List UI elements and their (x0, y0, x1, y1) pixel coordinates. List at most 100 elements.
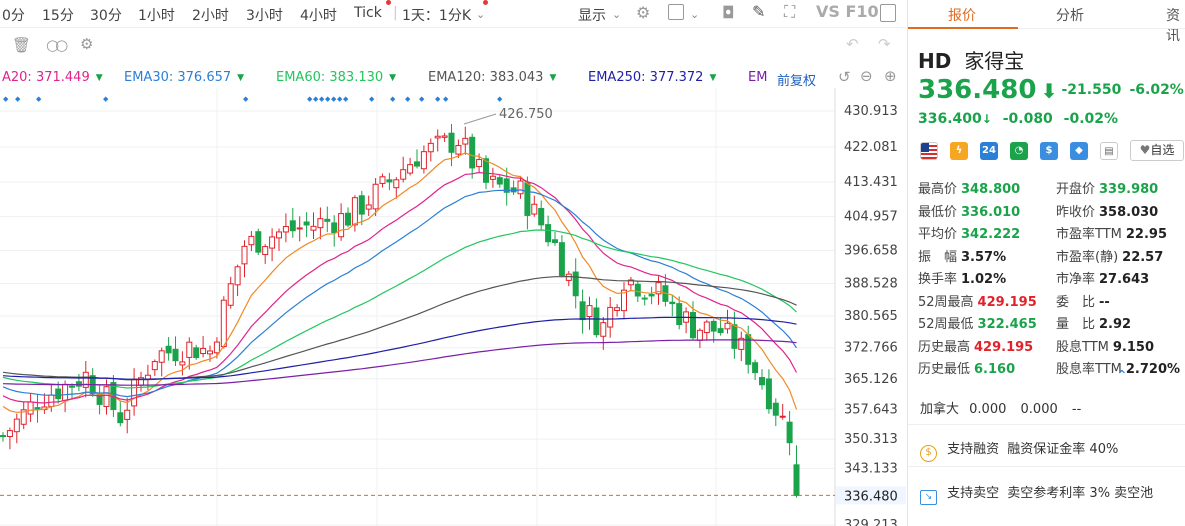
stat-row: 市盈率TTM 22.95 (1056, 223, 1167, 242)
interval-30min[interactable]: 30分 (90, 8, 122, 24)
stat-row: 市盈率(静) 22.57 (1056, 246, 1163, 265)
interval-4h[interactable]: 4小时 (300, 8, 337, 24)
ema120-toggle-icon[interactable]: ▼ (549, 73, 557, 83)
candle-body (351, 197, 358, 226)
signal-marker: ◆ (337, 95, 343, 103)
candle-body (759, 377, 765, 386)
short-row[interactable]: ↘ 支持卖空 卖空参考利率 3% 卖空池 (920, 482, 1185, 505)
y-tick-label: 422.081 (844, 140, 898, 155)
interval-tick[interactable]: Tick (354, 5, 382, 21)
compare-f10-button[interactable]: VS F10 (816, 2, 879, 21)
candle-body (317, 218, 324, 229)
us-flag-icon[interactable] (920, 142, 938, 160)
trash-icon[interactable]: 🗑 (12, 36, 32, 54)
stat-label: 52周最高 (918, 294, 974, 310)
ema120-value: 383.043 (489, 70, 544, 85)
ema20-toggle-icon[interactable]: ▼ (95, 73, 103, 83)
stat-label: 股息率TTM (1056, 362, 1122, 377)
ema60-toggle-icon[interactable]: ▼ (389, 73, 397, 83)
stat-value: -- (1099, 294, 1110, 310)
collapse-chevron-icon[interactable]: ⌃ (1116, 368, 1128, 384)
candle-body (745, 334, 752, 365)
lightning-icon[interactable]: ϟ (950, 142, 968, 160)
link-icon[interactable]: ○○ (46, 36, 68, 54)
note-icon[interactable]: ▤ (1100, 142, 1118, 160)
candle-body (276, 231, 282, 239)
stat-value: 322.465 (977, 317, 1037, 332)
interval-1min[interactable]: 0分 (2, 8, 25, 24)
interval-1h[interactable]: 1小时 (138, 8, 175, 24)
candlestick-chart[interactable]: 430.913 422.081 413.431 404.957 396.658 388.5… (0, 88, 906, 526)
ema250-toggle-icon[interactable]: ▼ (709, 73, 717, 83)
post-change: -0.080 (1002, 111, 1053, 127)
candle-body (531, 203, 538, 215)
stat-row: 委 比 -- (1056, 291, 1110, 310)
candle-body (607, 306, 614, 328)
margin-row[interactable]: $ 支持融资 融资保证金率 40% (920, 438, 1185, 462)
settings-icon[interactable]: ⚙ (80, 35, 94, 53)
pencil-icon[interactable]: ✎ (752, 2, 766, 21)
undo-icon[interactable]: ↶ (846, 35, 859, 53)
candle-body (420, 151, 427, 170)
down-arrow-icon: ⬇ (1040, 79, 1058, 103)
ema30-name: EMA30: (124, 70, 174, 85)
stat-label: 平均价 (918, 227, 958, 242)
candle-body (552, 239, 558, 244)
gear-icon[interactable]: ⚙ (636, 3, 651, 22)
stat-value: 358.030 (1099, 204, 1159, 220)
stat-row: 平均价 342.222 (918, 223, 1020, 242)
display-menu[interactable]: 显示 (578, 8, 606, 24)
stat-value: 2.720% (1125, 362, 1181, 377)
redo-icon[interactable]: ↷ (878, 35, 891, 53)
post-price: 336.400 (918, 111, 982, 127)
hours-24-icon[interactable]: 24 (980, 142, 998, 160)
candle-body (310, 225, 317, 231)
margin-title: 支持融资 (947, 442, 1000, 457)
add-watchlist-button[interactable]: ♥自选 (1130, 140, 1184, 161)
stat-row: 52周最低 322.465 (918, 313, 1037, 332)
stat-row: 历史最低 6.160 (918, 358, 1015, 377)
signal-marker: ◆ (36, 95, 42, 103)
ema30-toggle-icon[interactable]: ▼ (237, 73, 245, 83)
adjust-mode-button[interactable]: 前复权 (777, 74, 817, 89)
ema250-name: EMA250: (588, 70, 646, 85)
checkbox-chevron-icon[interactable]: ⌄ (690, 8, 700, 21)
ema-legend: A20: 371.449 ▼ EMA30: 376.657 ▼ EMA60: 383… (0, 66, 906, 89)
candle-body (220, 299, 227, 348)
tab-divider (908, 28, 1185, 29)
candle-body (262, 246, 269, 256)
signal-marker: ◆ (443, 95, 449, 103)
chart-badge-icon[interactable]: ◔ (1010, 142, 1028, 160)
candle-body (117, 412, 124, 424)
stat-value: 3.57% (961, 249, 1007, 265)
zoom-in-icon[interactable]: ⊕ (884, 67, 897, 85)
candle-body (193, 347, 200, 359)
chevron-down-icon[interactable]: ⌄ (476, 8, 486, 21)
stat-value: 22.95 (1125, 227, 1167, 242)
ema120-name: EMA120: (428, 70, 486, 85)
ema20-value: 371.449 (35, 70, 90, 85)
checkbox-icon[interactable] (668, 4, 684, 20)
candle-body (296, 227, 303, 230)
camera-icon[interactable]: ◘ (722, 3, 735, 22)
interval-15min[interactable]: 15分 (42, 8, 74, 24)
candle-body (669, 301, 676, 305)
stat-label: 市盈率(静) (1056, 249, 1119, 265)
dollar-icon[interactable]: $ (1040, 142, 1058, 160)
interval-3h[interactable]: 3小时 (246, 8, 283, 24)
tag-icon[interactable]: ◆ (1070, 142, 1088, 160)
display-chevron-icon[interactable]: ⌄ (612, 8, 622, 21)
margin-coin-icon: $ (920, 445, 937, 462)
candle-body (0, 435, 6, 438)
zoom-out-icon[interactable]: ⊖ (860, 67, 873, 85)
reset-icon[interactable]: ↺ (838, 68, 851, 86)
tab-quote[interactable]: 报价 (948, 8, 976, 24)
panel-toggle-icon[interactable] (880, 4, 896, 22)
ema120-label: EMA120: 383.043 ▼ (428, 70, 556, 85)
tab-news[interactable]: 资讯 (1166, 8, 1180, 44)
tab-analysis[interactable]: 分析 (1056, 8, 1084, 24)
interval-2h[interactable]: 2小时 (192, 8, 229, 24)
period-select[interactable]: 1天：1分K (402, 8, 471, 24)
candle-body (655, 282, 662, 295)
fullscreen-icon[interactable]: ⛶ (784, 2, 796, 21)
